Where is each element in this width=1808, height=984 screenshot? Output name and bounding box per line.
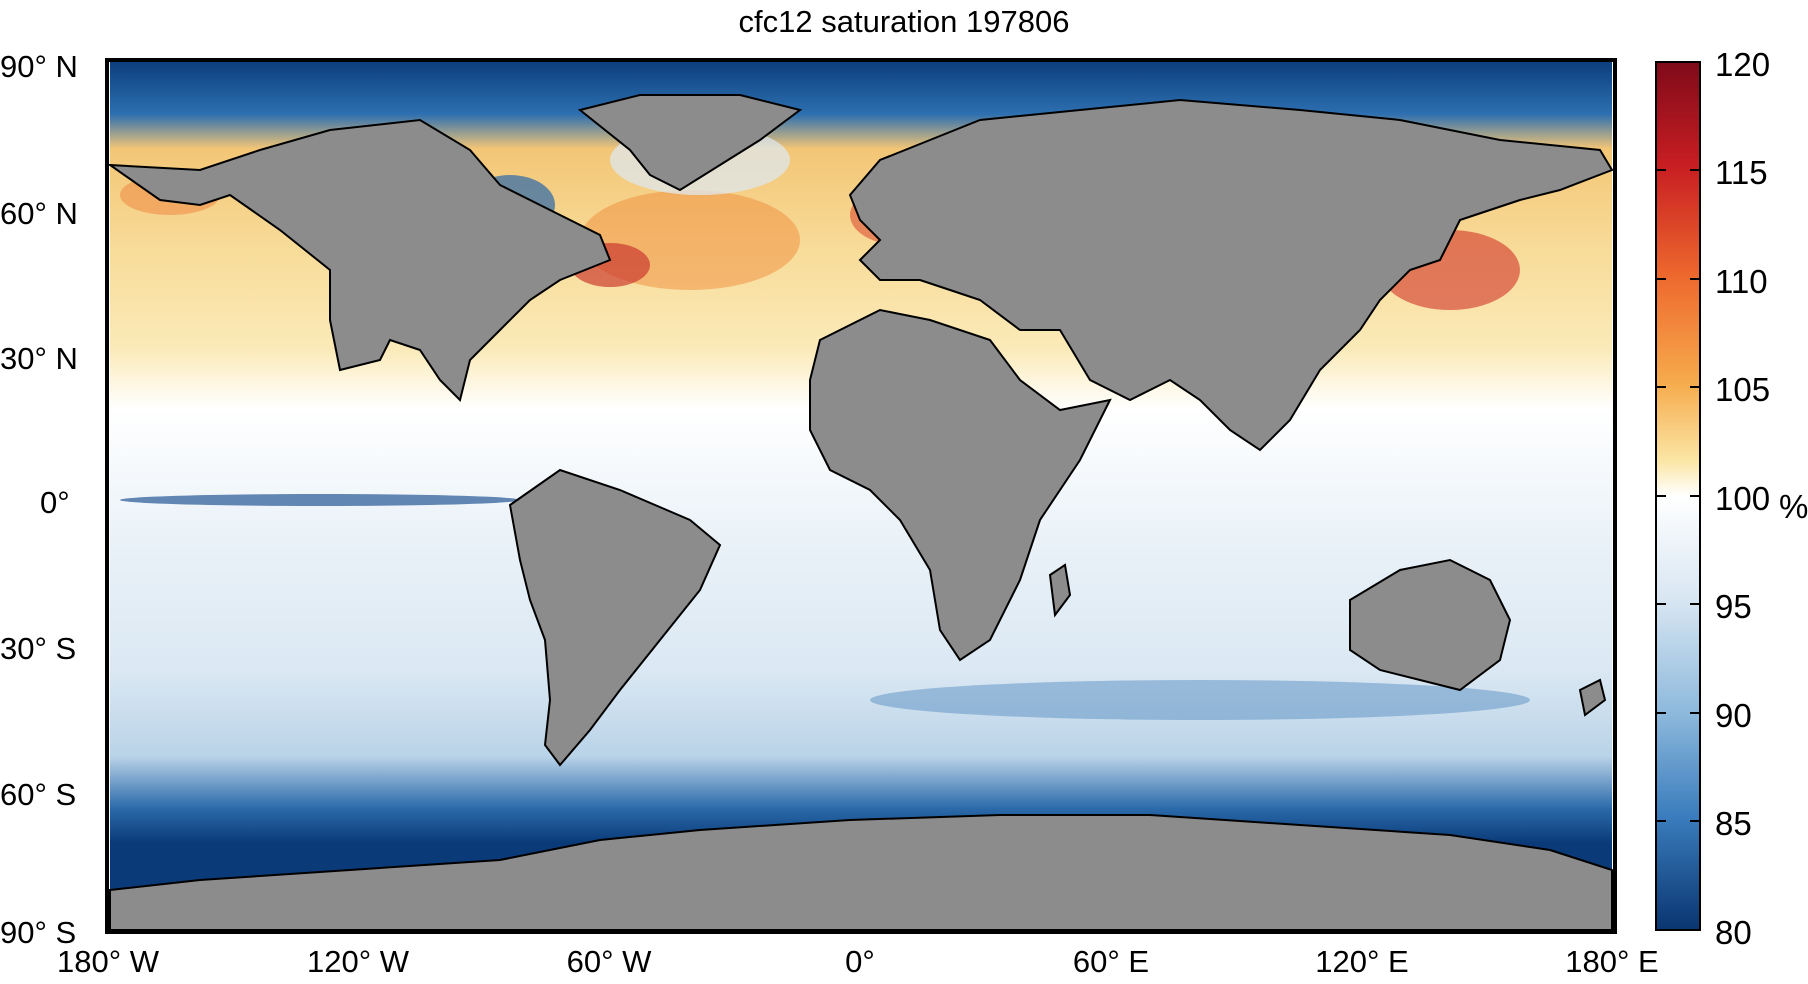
colorbar-tick-85: 85 [1715, 805, 1752, 842]
lat-tick-0: 0° [40, 485, 70, 520]
europe-asia [848, 98, 1614, 452]
south-america [508, 468, 722, 767]
colorbar-tick-80: 80 [1715, 914, 1752, 951]
lat-tick-30n: 30° N [0, 341, 78, 376]
colorbar-tick-115: 115 [1715, 154, 1768, 191]
continents [106, 94, 1614, 931]
lon-tick-120w: 120° W [307, 944, 409, 979]
equatorial-pacific-cold [120, 494, 520, 506]
lat-tick-90s: 90° S [0, 915, 77, 950]
colorbar-tick-90: 90 [1715, 697, 1752, 734]
map-title: cfc12 saturation 197806 [738, 4, 1070, 39]
lat-tick-60n: 60° N [0, 196, 78, 231]
madagascar [1048, 563, 1072, 618]
map-frame [105, 58, 1617, 934]
lon-tick-120e: 120° E [1315, 944, 1409, 979]
lon-tick-180e: 180° E [1565, 944, 1659, 979]
lat-tick-30s: 30° S [0, 631, 77, 666]
africa [809, 308, 1112, 662]
colorbar-tick-95: 95 [1715, 588, 1752, 625]
southern-ocean-band [870, 680, 1530, 720]
australia [1349, 558, 1512, 692]
lon-tick-60w: 60° W [566, 944, 652, 979]
lon-tick-0: 0° [845, 944, 875, 979]
colorbar-tick-marks [1656, 61, 1700, 931]
antarctica [109, 814, 1613, 931]
colorbar-tick-120: 120 [1715, 46, 1771, 83]
north-america [106, 118, 612, 402]
colorbar-tick-105: 105 [1715, 371, 1771, 408]
lon-tick-60e: 60° E [1072, 944, 1150, 979]
lat-tick-60s: 60° S [0, 777, 77, 812]
colorbar-tick-100: 100 [1715, 480, 1771, 517]
lon-tick-180w: 180° W [57, 944, 159, 979]
greenland [577, 94, 803, 192]
new-zealand [1578, 678, 1607, 717]
lat-tick-90n: 90° N [0, 49, 78, 84]
colorbar [1655, 61, 1701, 931]
colorbar-unit: % [1779, 488, 1808, 525]
colorbar-tick-110: 110 [1715, 263, 1768, 300]
